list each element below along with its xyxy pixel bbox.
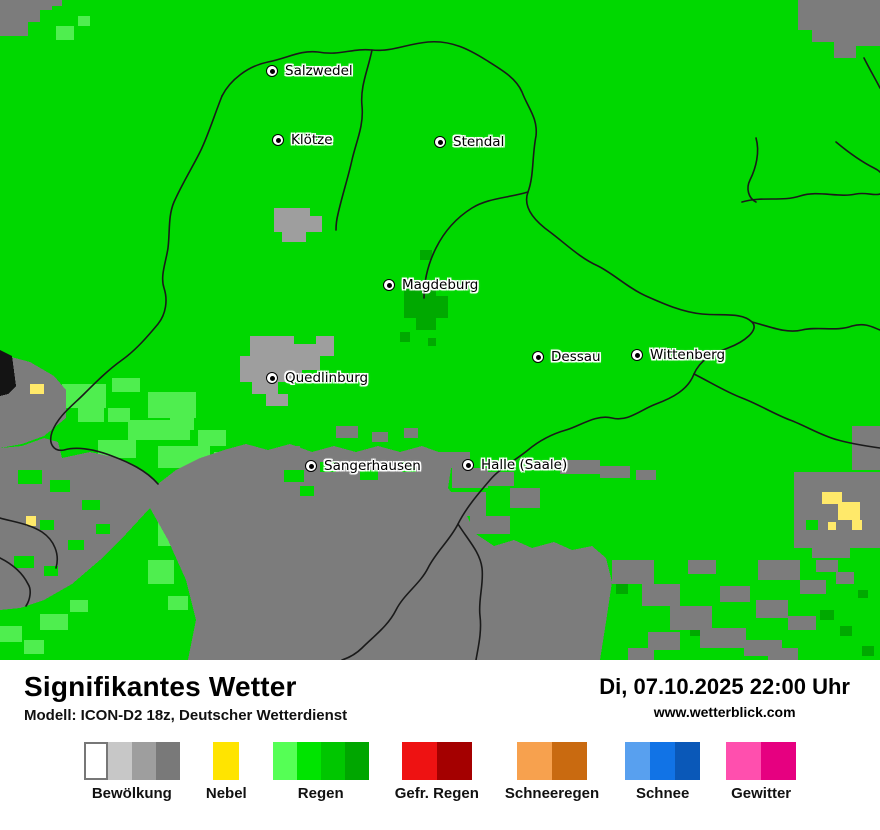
legend-swatch bbox=[726, 741, 797, 780]
footer: Signifikantes Wetter Modell: ICON-D2 18z… bbox=[0, 660, 880, 830]
legend-item: Gefr. Regen bbox=[394, 741, 479, 802]
legend-color-segment bbox=[296, 741, 321, 780]
legend-swatch bbox=[272, 741, 369, 780]
legend-color-segment bbox=[272, 741, 297, 780]
legend-item: Regen bbox=[272, 741, 369, 802]
title-block: Signifikantes Wetter Modell: ICON-D2 18z… bbox=[24, 671, 348, 724]
legend-color-segment bbox=[213, 741, 240, 780]
legend: Bewölkung Nebel Regen Gefr. Regen Schneerege… bbox=[0, 741, 880, 802]
legend-label: Bewölkung bbox=[91, 784, 172, 802]
legend-color-segment bbox=[650, 741, 676, 780]
legend-item: Nebel bbox=[205, 741, 247, 802]
legend-color-segment bbox=[107, 741, 132, 780]
legend-label: Gewitter bbox=[731, 784, 792, 802]
weather-map-canvas bbox=[0, 0, 880, 660]
model-info: Modell: ICON-D2 18z, Deutscher Wetterdie… bbox=[24, 706, 348, 724]
legend-item: Bewölkung bbox=[83, 741, 180, 802]
legend-swatch bbox=[625, 741, 701, 780]
legend-item: Schnee bbox=[625, 741, 701, 802]
website-url: www.wetterblick.com bbox=[653, 704, 796, 720]
legend-color-segment bbox=[83, 741, 108, 780]
legend-label: Schneeregen bbox=[504, 784, 600, 802]
legend-swatch bbox=[213, 741, 240, 780]
state-borders bbox=[0, 40, 880, 660]
fog-patches bbox=[26, 384, 862, 530]
legend-color-segment bbox=[552, 741, 588, 780]
legend-swatch bbox=[517, 741, 588, 780]
map-edge-shadow bbox=[0, 350, 16, 396]
legend-color-segment bbox=[517, 741, 553, 780]
legend-label: Gefr. Regen bbox=[394, 784, 479, 802]
legend-item: Schneeregen bbox=[504, 741, 600, 802]
legend-color-segment bbox=[726, 741, 762, 780]
legend-color-segment bbox=[155, 741, 180, 780]
legend-label: Regen bbox=[297, 784, 344, 802]
legend-color-segment bbox=[320, 741, 345, 780]
rain-holes bbox=[14, 462, 818, 576]
legend-label: Schnee bbox=[635, 784, 690, 802]
legend-color-segment bbox=[344, 741, 369, 780]
legend-swatch bbox=[83, 741, 180, 780]
legend-color-segment bbox=[401, 741, 437, 780]
legend-color-segment bbox=[436, 741, 472, 780]
legend-item: Gewitter bbox=[726, 741, 797, 802]
legend-color-segment bbox=[625, 741, 651, 780]
forecast-datetime: Di, 07.10.2025 22:00 Uhr bbox=[599, 674, 850, 699]
legend-swatch bbox=[401, 741, 472, 780]
legend-color-segment bbox=[131, 741, 156, 780]
legend-color-segment bbox=[761, 741, 797, 780]
weather-map: Salzwedel Klötze Stendal Magdeburg Quedlinbu… bbox=[0, 0, 880, 660]
page-title: Signifikantes Wetter bbox=[24, 671, 297, 702]
date-block: Di, 07.10.2025 22:00 Uhr www.wetterblick… bbox=[599, 674, 850, 720]
legend-label: Nebel bbox=[205, 784, 247, 802]
light-cloud-patches bbox=[240, 208, 334, 406]
legend-color-segment bbox=[675, 741, 701, 780]
